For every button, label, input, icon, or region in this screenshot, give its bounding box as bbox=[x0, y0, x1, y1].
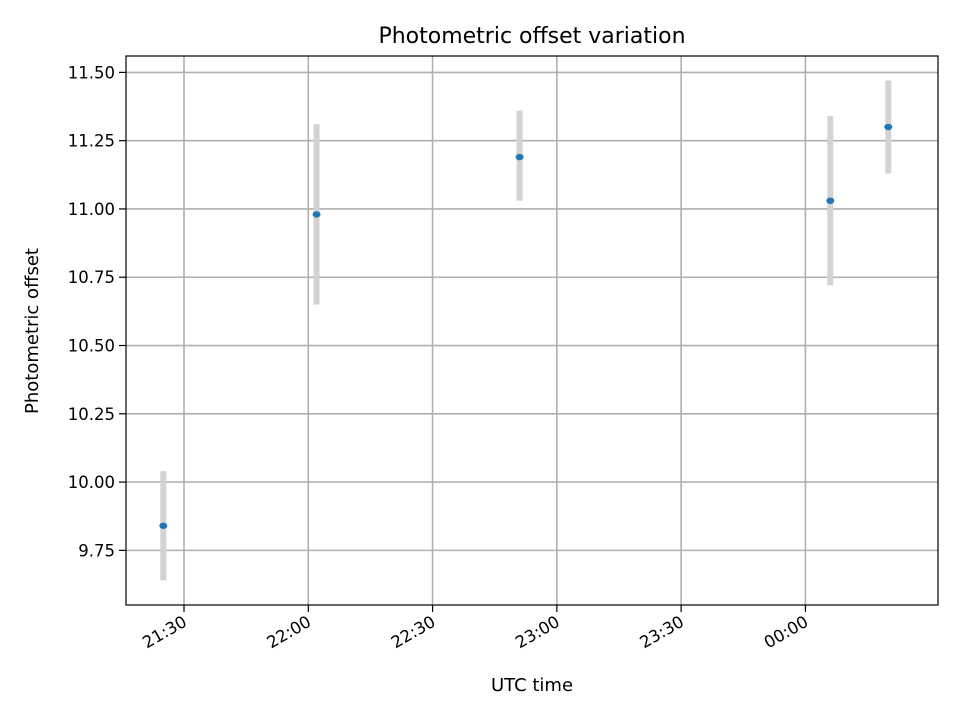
data-point bbox=[826, 197, 835, 204]
grid-lines bbox=[126, 56, 938, 605]
data-point bbox=[515, 153, 524, 161]
x-tick-label: 22:00 bbox=[264, 612, 315, 652]
data-points bbox=[159, 123, 893, 529]
y-tick-label: 11.25 bbox=[68, 132, 115, 151]
data-point bbox=[884, 123, 893, 131]
y-tick-label: 10.25 bbox=[68, 405, 115, 424]
x-tick-label: 22:30 bbox=[388, 612, 439, 652]
x-axis-label: UTC time bbox=[491, 675, 573, 696]
error-bars bbox=[160, 80, 892, 581]
x-tick-label: 21:30 bbox=[139, 612, 190, 652]
x-tick-label: 23:30 bbox=[636, 612, 687, 652]
y-axis-ticks: 9.75 10.00 10.25 10.50 10.75 11.00 11.25 11.50 bbox=[68, 63, 126, 560]
data-point bbox=[159, 522, 168, 529]
y-tick-label: 11.00 bbox=[68, 200, 115, 219]
x-tick-label: 00:00 bbox=[761, 612, 812, 652]
y-tick-label: 11.50 bbox=[68, 63, 115, 82]
chart-title: Photometric offset variation bbox=[378, 24, 685, 49]
plot-frame bbox=[125, 55, 939, 606]
x-tick-label: 23:00 bbox=[512, 612, 563, 652]
y-tick-label: 10.00 bbox=[68, 473, 115, 492]
x-axis-ticks: 21:30 22:00 22:30 23:00 23:30 00:00 bbox=[139, 605, 811, 652]
data-point bbox=[312, 211, 321, 218]
y-axis-label: Photometric offset bbox=[22, 248, 43, 414]
y-tick-label: 10.50 bbox=[68, 337, 115, 356]
y-tick-label: 10.75 bbox=[68, 268, 115, 287]
y-tick-label: 9.75 bbox=[78, 541, 115, 560]
